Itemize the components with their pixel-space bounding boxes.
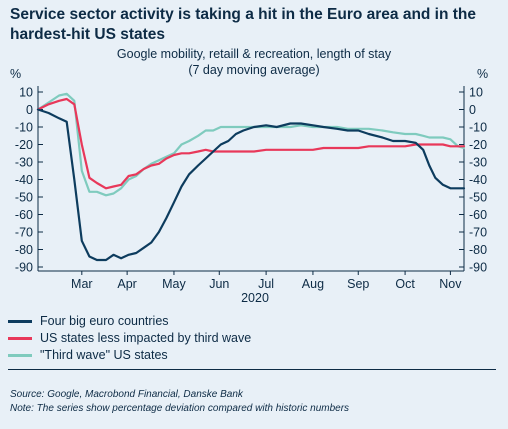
y-tick-label-left: -90 bbox=[15, 261, 33, 275]
series-line-euro bbox=[36, 108, 466, 262]
y-tick-label-left: -80 bbox=[15, 243, 33, 257]
x-tick-label: Aug bbox=[302, 277, 324, 291]
legend-swatch-us-less-impacted bbox=[8, 337, 32, 341]
x-tick-label: Nov bbox=[439, 277, 462, 291]
series-line-us-third-wave bbox=[36, 92, 466, 197]
legend-item-us-less-impacted: US states less impacted by third wave bbox=[8, 331, 251, 345]
y-tick-label-right: -80 bbox=[469, 243, 487, 257]
legend-item-us-third-wave: "Third wave" US states bbox=[8, 348, 168, 362]
x-tick-label: Sep bbox=[347, 277, 369, 291]
divider bbox=[8, 369, 496, 370]
y-tick-label-right: -40 bbox=[469, 173, 487, 187]
legend-label-euro: Four big euro countries bbox=[40, 314, 169, 328]
legend-label-us-less-impacted: US states less impacted by third wave bbox=[40, 331, 252, 345]
y-tick-label-right: -70 bbox=[469, 226, 487, 240]
footnote: Note: The series show percentage deviati… bbox=[10, 403, 350, 414]
x-tick-label: Apr bbox=[117, 277, 136, 291]
y-tick-label-left: -20 bbox=[15, 138, 33, 152]
y-tick-label-left: -50 bbox=[15, 191, 33, 205]
legend-item-euro: Four big euro countries bbox=[8, 314, 169, 328]
y-tick-label-left: -10 bbox=[15, 121, 33, 135]
y-tick-label-left: -60 bbox=[15, 208, 33, 222]
series-line-us-less-impacted bbox=[36, 97, 466, 190]
y-tick-label-left: 10 bbox=[19, 86, 33, 100]
y-tick-label-right: -50 bbox=[469, 191, 487, 205]
y-tick-label-left: -40 bbox=[15, 173, 33, 187]
chart-subtitle: Google mobility, retaill & recreation, l… bbox=[116, 47, 392, 61]
y-tick-label-right: -90 bbox=[469, 261, 487, 275]
x-axis-label: 2020 bbox=[241, 291, 269, 305]
y-tick-label-right: 0 bbox=[469, 103, 476, 117]
y-tick-label-right: 10 bbox=[469, 86, 483, 100]
y-axis-unit-right: % bbox=[477, 67, 489, 81]
chart-subtitle-note: (7 day moving average) bbox=[188, 63, 320, 77]
y-tick-label-right: -10 bbox=[469, 121, 487, 135]
x-tick-label: Oct bbox=[395, 277, 415, 291]
x-tick-label: Jun bbox=[209, 277, 229, 291]
legend-swatch-us-third-wave bbox=[8, 354, 32, 358]
x-tick-label: Jul bbox=[258, 277, 274, 291]
y-tick-label-left: 0 bbox=[26, 103, 33, 117]
y-tick-label-right: -20 bbox=[469, 138, 487, 152]
chart-title: Service sector activity is taking a hit … bbox=[10, 6, 477, 43]
legend-swatch-euro bbox=[8, 320, 32, 324]
y-tick-label-left: -30 bbox=[15, 156, 33, 170]
y-tick-label-right: -30 bbox=[469, 156, 487, 170]
legend-label-us-third-wave: "Third wave" US states bbox=[40, 348, 168, 362]
y-tick-label-right: -60 bbox=[469, 208, 487, 222]
y-tick-label-left: -70 bbox=[15, 226, 33, 240]
x-tick-label: May bbox=[162, 277, 186, 291]
source-note: Source: Google, Macrobond Financial, Dan… bbox=[10, 389, 243, 400]
y-axis-unit-left: % bbox=[10, 67, 22, 81]
x-tick-label: Mar bbox=[71, 277, 93, 291]
